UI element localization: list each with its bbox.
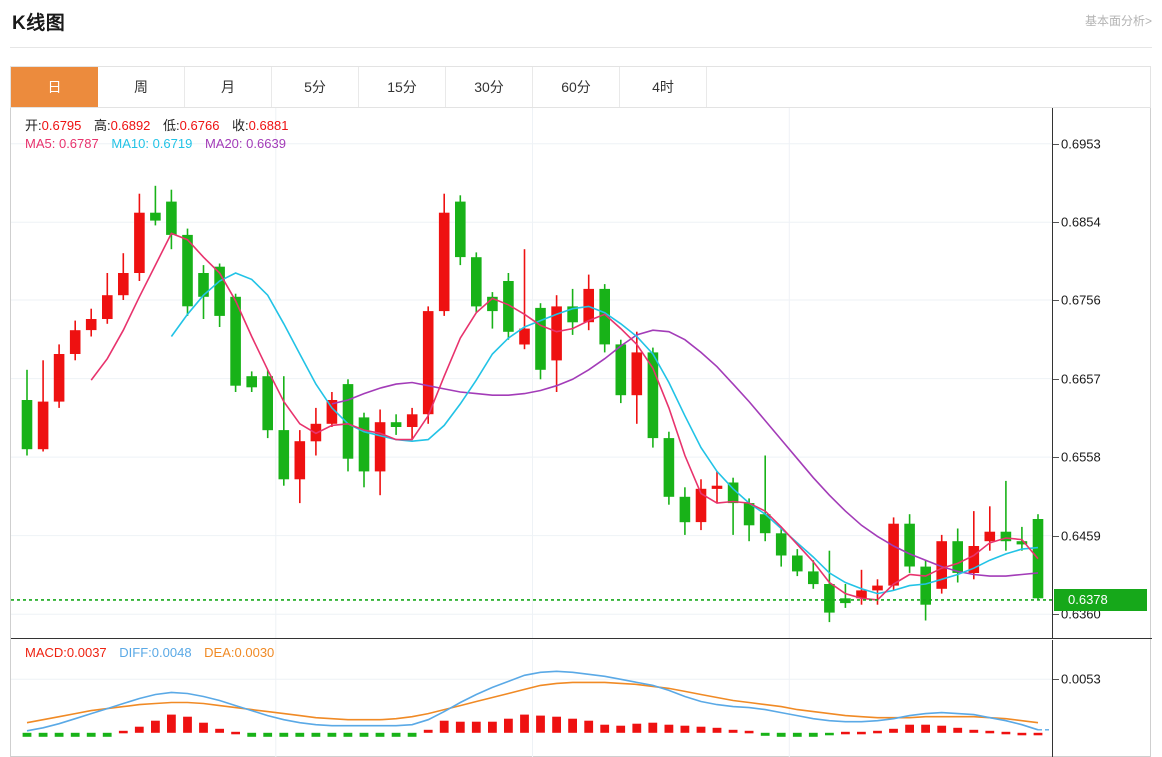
- page-header: K线图 基本面分析>: [0, 0, 1162, 48]
- tab-7[interactable]: 4时: [620, 67, 707, 107]
- y-tick-label: 0.6756: [1061, 292, 1101, 308]
- ma10-label: MA10:: [111, 136, 149, 151]
- y-tick-mark: [1053, 614, 1059, 616]
- macd-y-axis: 0.0053: [1052, 640, 1152, 757]
- ma20-value: 0.6639: [246, 136, 286, 151]
- price-pane[interactable]: 开:0.6795 高:0.6892 低:0.6766 收:0.6881 MA5:…: [11, 108, 1152, 639]
- tab-5[interactable]: 30分: [446, 67, 533, 107]
- y-tick-mark: [1053, 457, 1059, 459]
- tab-2[interactable]: 月: [185, 67, 272, 107]
- y-tick-mark: [1053, 222, 1059, 224]
- macd-legend: MACD:0.0037 DIFF:0.0048 DEA:0.0030: [25, 645, 274, 660]
- dea-value: 0.0030: [234, 645, 275, 660]
- ma5-label: MA5:: [25, 136, 56, 151]
- tab-3[interactable]: 5分: [272, 67, 359, 107]
- diff-value: 0.0048: [151, 645, 192, 660]
- macd-pane[interactable]: MACD:0.0037 DIFF:0.0048 DEA:0.0030 0.005…: [11, 640, 1152, 757]
- y-tick-label: 0.6953: [1061, 136, 1101, 152]
- header-divider: [10, 47, 1152, 48]
- current-price-badge: 0.6378: [1054, 588, 1147, 611]
- page-title: K线图: [12, 13, 66, 34]
- diff-label: DIFF:: [119, 645, 152, 660]
- candlestick-plot: [11, 108, 1052, 638]
- ma20-label: MA20:: [204, 136, 243, 151]
- macd-y-tick-mark: [1053, 679, 1059, 681]
- y-tick-mark: [1053, 535, 1059, 537]
- y-tick-mark: [1053, 143, 1059, 145]
- fundamental-analysis-link[interactable]: 基本面分析>: [1084, 14, 1152, 28]
- tab-4[interactable]: 15分: [359, 67, 446, 107]
- dea-label: DEA:: [204, 645, 235, 660]
- price-y-axis: 0.6953 0.6854 0.6756 0.6657 0.6558 0.6459 0.63…: [1052, 108, 1152, 639]
- y-tick-label: 0.6657: [1061, 371, 1101, 387]
- ma10-value: 0.6719: [152, 136, 193, 151]
- tab-0[interactable]: 日: [11, 67, 98, 107]
- y-tick-label: 0.6459: [1061, 528, 1101, 544]
- tabbar-filler: [707, 67, 1150, 107]
- y-tick-label: 0.6854: [1061, 214, 1101, 230]
- tab-6[interactable]: 60分: [533, 67, 620, 107]
- ma5-value: 0.6787: [58, 136, 99, 151]
- y-tick-mark: [1053, 378, 1059, 380]
- y-tick-mark: [1053, 300, 1059, 301]
- period-tabbar: 日周月 5分 15分 30分 60分 4时: [10, 66, 1151, 108]
- ma-legend: MA5: 0.6787 MA10: 0.6719 MA20: 0.6639: [25, 136, 286, 151]
- tab-1[interactable]: 周: [98, 67, 185, 107]
- macd-value: 0.0037: [66, 645, 107, 660]
- y-tick-label: 0.6558: [1061, 449, 1101, 465]
- macd-label: MACD:: [25, 645, 67, 660]
- macd-y-tick-label: 0.0053: [1061, 671, 1101, 687]
- macd-plot: [11, 640, 1052, 757]
- chart-area: 开:0.6795 高:0.6892 低:0.6766 收:0.6881 MA5:…: [10, 108, 1152, 757]
